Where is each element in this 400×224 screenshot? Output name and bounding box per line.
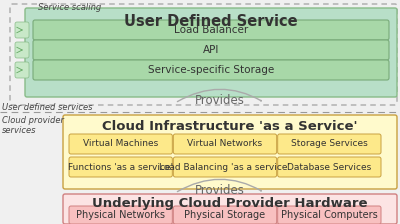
- Text: Provides: Provides: [195, 93, 245, 106]
- FancyArrowPatch shape: [177, 89, 261, 102]
- Text: Physical Networks: Physical Networks: [76, 210, 165, 220]
- FancyBboxPatch shape: [173, 134, 277, 154]
- Text: Cloud Infrastructure 'as a Service': Cloud Infrastructure 'as a Service': [102, 121, 358, 134]
- Text: Load Balancing 'as a service': Load Balancing 'as a service': [160, 162, 290, 172]
- FancyBboxPatch shape: [278, 134, 381, 154]
- FancyBboxPatch shape: [173, 157, 277, 177]
- Text: Service scaling: Service scaling: [38, 3, 101, 12]
- Text: Database Services: Database Services: [287, 162, 372, 172]
- FancyBboxPatch shape: [33, 60, 389, 80]
- FancyBboxPatch shape: [69, 157, 172, 177]
- FancyBboxPatch shape: [15, 42, 29, 58]
- Text: Virtual Machines: Virtual Machines: [83, 140, 158, 149]
- FancyBboxPatch shape: [173, 206, 277, 224]
- Text: Functions 'as a service': Functions 'as a service': [68, 162, 173, 172]
- FancyBboxPatch shape: [63, 115, 397, 189]
- FancyBboxPatch shape: [25, 8, 397, 97]
- FancyBboxPatch shape: [278, 157, 381, 177]
- FancyBboxPatch shape: [15, 22, 29, 38]
- Text: Virtual Networks: Virtual Networks: [188, 140, 262, 149]
- FancyBboxPatch shape: [69, 206, 172, 224]
- FancyBboxPatch shape: [278, 206, 381, 224]
- FancyBboxPatch shape: [33, 40, 389, 60]
- FancyBboxPatch shape: [69, 134, 172, 154]
- FancyBboxPatch shape: [33, 20, 389, 40]
- FancyArrowPatch shape: [177, 179, 261, 192]
- Text: Cloud provider
services: Cloud provider services: [2, 116, 64, 135]
- Text: Provides: Provides: [195, 183, 245, 196]
- Text: User Defined Service: User Defined Service: [124, 13, 298, 28]
- Text: Load Balancer: Load Balancer: [174, 25, 248, 35]
- Text: API: API: [203, 45, 219, 55]
- Text: Underlying Cloud Provider Hardware: Underlying Cloud Provider Hardware: [92, 198, 368, 211]
- Text: Service-specific Storage: Service-specific Storage: [148, 65, 274, 75]
- Text: Storage Services: Storage Services: [291, 140, 368, 149]
- Text: Physical Computers: Physical Computers: [281, 210, 378, 220]
- FancyBboxPatch shape: [63, 194, 397, 224]
- Text: User defined services: User defined services: [2, 103, 92, 112]
- FancyBboxPatch shape: [15, 62, 29, 78]
- Text: Physical Storage: Physical Storage: [184, 210, 266, 220]
